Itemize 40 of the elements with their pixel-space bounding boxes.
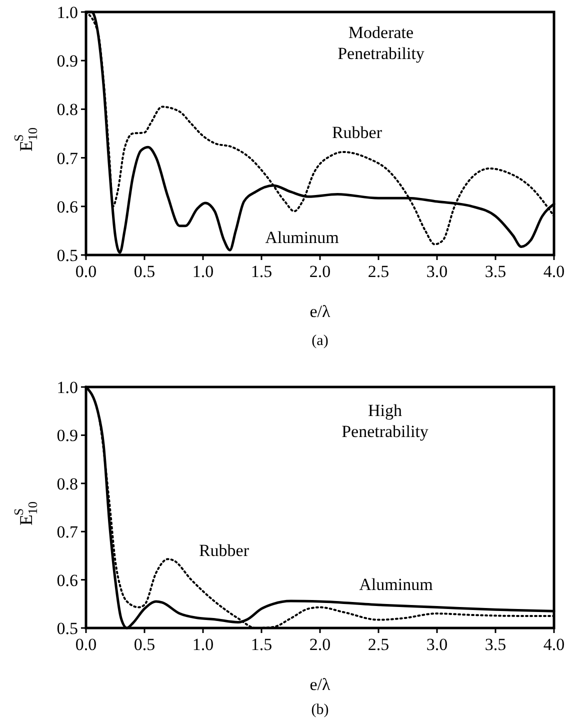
y-tick-label: 0.6: [56, 197, 78, 216]
x-tick-label: 0.5: [134, 262, 156, 281]
y-tick-label: 0.7: [56, 148, 78, 168]
x-tick-label: 1.5: [250, 635, 272, 654]
y-tick-label: 0.9: [56, 426, 78, 446]
y-tick-label: 0.9: [56, 52, 78, 71]
x-axis-title: e/λ: [310, 675, 332, 694]
x-tick-label: 2.0: [309, 635, 331, 654]
x-tick-label: 1.0: [192, 635, 214, 654]
y-tick-label: 1.0: [56, 378, 78, 397]
y-tick-label: 0.8: [56, 100, 78, 120]
x-tick-label: 4.0: [543, 262, 565, 281]
y-tick-label: 0.5: [56, 246, 78, 265]
x-tick-label: 3.0: [426, 635, 448, 654]
x-tick-label: 4.0: [543, 635, 565, 654]
text: (a): [312, 333, 328, 349]
text: (b): [311, 702, 329, 718]
series-label: Rubber: [332, 123, 382, 142]
x-tick-label: 0.0: [75, 262, 97, 281]
series-label: Aluminum: [359, 575, 433, 594]
x-tick-label: 3.0: [426, 262, 448, 281]
y-tick-label: 0.8: [56, 474, 78, 494]
x-tick-label: 3.5: [484, 262, 506, 281]
x-tick-label: 1.5: [250, 262, 272, 281]
series-label: Rubber: [198, 541, 250, 560]
x-axis-title: e/λ: [310, 302, 332, 321]
x-tick-label: 0.5: [134, 635, 156, 654]
annotation: High Penetrability: [342, 401, 429, 441]
x-tick-label: 3.5: [484, 635, 506, 654]
y-tick-label: 1.0: [56, 3, 78, 22]
y-tick-label: 0.6: [56, 570, 78, 590]
y-tick-label: 0.5: [56, 619, 78, 638]
y-tick-label: 0.7: [56, 522, 78, 542]
x-tick-label: 2.5: [368, 262, 390, 281]
x-tick-label: 2.0: [309, 262, 331, 281]
series-label: Aluminum: [265, 228, 339, 247]
x-tick-label: 0.0: [75, 635, 97, 654]
x-tick-label: 2.5: [368, 635, 390, 654]
x-tick-label: 1.0: [192, 262, 214, 281]
annotation: Moderate Penetrability: [338, 23, 425, 63]
